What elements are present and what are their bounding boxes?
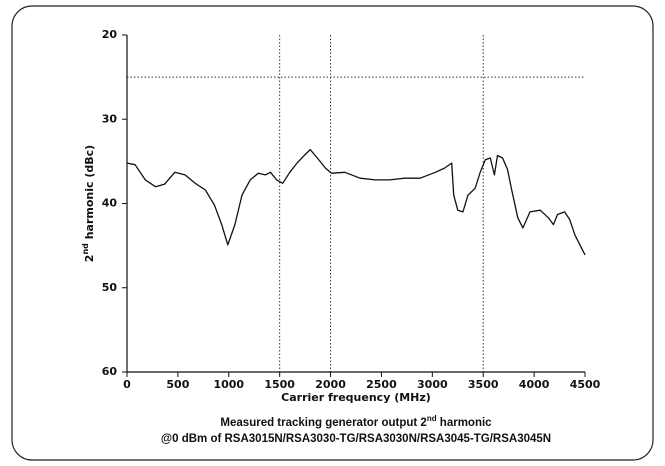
x-tick-label: 1000 <box>213 378 244 391</box>
caption-part: Measured tracking generator output 2 <box>220 417 426 429</box>
y-tick-label: 20 <box>102 28 118 41</box>
x-tick-label: 500 <box>166 378 189 391</box>
x-tick-label: 4000 <box>519 378 550 391</box>
x-tick-label: 1500 <box>264 378 295 391</box>
x-tick-label: 2500 <box>366 378 397 391</box>
y-tick-label: 40 <box>102 197 118 210</box>
caption-part: harmonic <box>437 417 493 429</box>
y-axis-label-part: harmonic (dBc) <box>83 145 96 243</box>
x-tick-label: 3500 <box>468 378 499 391</box>
y-axis-label-part: 2 <box>83 255 96 263</box>
card <box>11 5 654 461</box>
y-axis-label: 2nd harmonic (dBc) <box>81 145 96 262</box>
x-tick-label: 2000 <box>315 378 346 391</box>
y-tick-label: 50 <box>102 281 118 294</box>
subcaption: @0 dBm of RSA3015N/RSA3030-TG/RSA3030N/R… <box>161 433 551 445</box>
y-tick-label: 30 <box>102 112 118 125</box>
data-line <box>126 148 586 256</box>
caption: Measured tracking generator output 2nd h… <box>220 414 492 429</box>
y-axis-label-sup: nd <box>81 243 90 255</box>
x-tick-label: 3000 <box>417 378 448 391</box>
x-tick-label: 0 <box>123 378 131 391</box>
caption-sup: nd <box>427 414 437 423</box>
y-tick-label: 60 <box>102 365 118 378</box>
x-tick-label: 4500 <box>570 378 601 391</box>
x-axis-label: Carrier frequency (MHz) <box>281 391 431 404</box>
